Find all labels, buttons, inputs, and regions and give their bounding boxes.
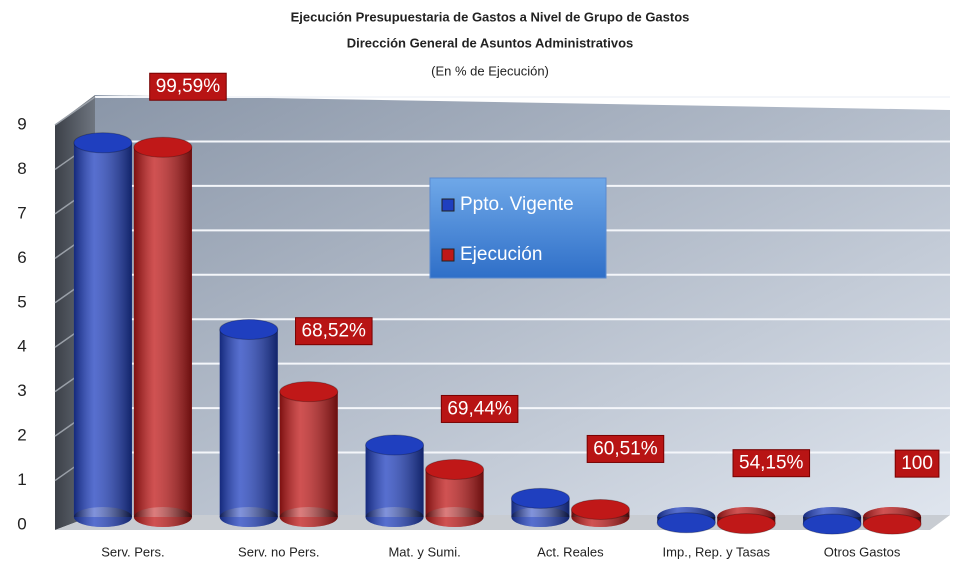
- bar-top: [570, 498, 630, 520]
- chart-note: (En % de Ejecución): [431, 63, 549, 78]
- bar: [365, 434, 425, 527]
- legend-box: [429, 177, 607, 279]
- annotation: 54,15%: [739, 453, 804, 474]
- y-tick-label: 6: [17, 248, 26, 267]
- bar: [279, 381, 339, 527]
- annotation-box: [149, 72, 227, 101]
- x-tick-label: Imp., Rep. y Tasas: [663, 544, 771, 559]
- y-tick-label: 0: [17, 514, 26, 533]
- bar-top: [802, 513, 862, 535]
- y-tick-label: 8: [17, 159, 26, 178]
- bar: [802, 507, 862, 535]
- bar-shade: [219, 329, 278, 517]
- bar-shade: [133, 147, 192, 517]
- bar: [570, 498, 630, 527]
- bar: [656, 507, 716, 534]
- legend-swatch: [441, 248, 455, 262]
- bar-top: [862, 513, 922, 535]
- annotation: 69,44%: [447, 398, 512, 419]
- bar-shade: [279, 391, 338, 517]
- x-tick-label: Mat. y Sumi.: [388, 544, 460, 559]
- bar: [716, 507, 776, 535]
- legend-label: Ejecución: [460, 244, 542, 265]
- annotation-box: [440, 394, 519, 423]
- legend-swatch: [441, 198, 455, 212]
- bar-shade: [73, 142, 132, 517]
- y-tick-label: 1: [17, 470, 26, 489]
- y-tick-label: 3: [17, 381, 26, 400]
- bar: [425, 458, 485, 527]
- y-tick-label: 2: [17, 426, 26, 445]
- grid-line-side: [54, 96, 96, 126]
- y-tick-label: 7: [17, 203, 26, 222]
- bar: [510, 487, 570, 527]
- bar-top: [656, 512, 716, 534]
- annotation: 100: [901, 453, 933, 474]
- annotation: 99,59%: [156, 76, 221, 97]
- bar-top: [73, 132, 133, 154]
- x-tick-label: Serv. no Pers.: [238, 544, 319, 559]
- bar-top: [365, 434, 425, 456]
- annotation-box: [894, 449, 940, 478]
- annotation-box: [586, 434, 665, 463]
- legend-label: Ppto. Vigente: [460, 194, 574, 215]
- annotation: 60,51%: [593, 438, 658, 459]
- bar-top: [219, 318, 279, 340]
- bar: [862, 507, 922, 535]
- x-tick-label: Otros Gastos: [824, 544, 901, 559]
- x-tick-label: Act. Reales: [537, 544, 604, 559]
- annotation-box: [295, 317, 373, 346]
- annotation-box: [732, 449, 811, 478]
- annotation: 68,52%: [302, 321, 367, 342]
- bar: [73, 132, 133, 527]
- y-tick-label: 9: [17, 114, 26, 133]
- bar-top: [133, 136, 193, 158]
- bar-top: [425, 458, 485, 480]
- bar-top: [279, 381, 339, 403]
- y-tick-label: 4: [17, 337, 26, 356]
- y-tick-label: 5: [17, 292, 26, 311]
- chart-title: Ejecución Presupuestaria de Gastos a Niv…: [291, 9, 690, 24]
- bar-top: [510, 487, 570, 509]
- chart-subtitle: Dirección General de Asuntos Administrat…: [347, 35, 634, 50]
- bar: [133, 136, 193, 527]
- bar-top: [716, 513, 776, 535]
- x-tick-label: Serv. Pers.: [101, 544, 164, 559]
- bar-shade: [365, 445, 424, 517]
- bar: [219, 318, 279, 527]
